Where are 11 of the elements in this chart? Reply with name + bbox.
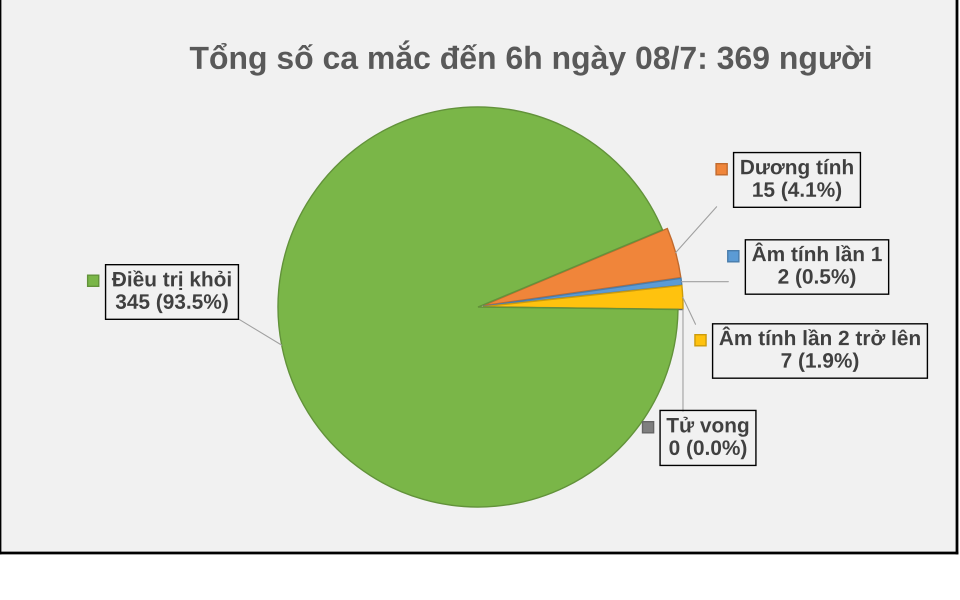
legend-label: Điều trị khỏi: [112, 270, 231, 290]
chart-title: Tổng số ca mắc đến 6h ngày 08/7: 369 người: [190, 40, 870, 76]
text: 0 (0.0%): [669, 440, 746, 460]
data-label: 2 (0.5%): [778, 268, 856, 288]
legend-label: Tử vong: [666, 416, 748, 437]
data-label: 15 (4.1%): [753, 182, 842, 202]
legend-label: Dương tính: [741, 158, 853, 179]
legend-label: Âm tính lần 1: [752, 242, 882, 262]
data-label: 345 (93.5%): [116, 294, 228, 314]
legend-label: Âm tính lần 2 trở lên: [719, 326, 920, 346]
data-label: 7 (1.9%): [782, 352, 858, 372]
